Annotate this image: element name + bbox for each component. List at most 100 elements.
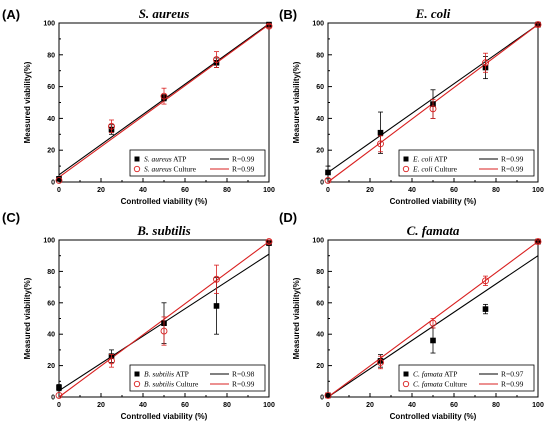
legend: C. famata ATP R=0.97 C. famata Culture R=0.… — [398, 364, 535, 392]
y-tick-label: 40 — [316, 332, 324, 339]
legend-series-name: Culture — [174, 165, 197, 174]
y-tick-label: 20 — [316, 363, 324, 370]
y-tick-label: 80 — [316, 52, 324, 59]
y-axis-label: Measured viability(%) — [23, 277, 32, 359]
legend-entry: B. subtilis ATP — [144, 370, 189, 379]
x-tick-label: 60 — [450, 187, 458, 194]
panel-d: (D) C. famata 0 20 40 60 80 100 0 20 40 60 80 100 Cont… — [279, 210, 544, 421]
x-tick-label: 20 — [366, 402, 374, 409]
x-tick-label: 60 — [181, 402, 189, 409]
x-tick-label: 40 — [139, 402, 147, 409]
y-tick-label: 0 — [51, 395, 55, 402]
y-axis-label: Measured viability(%) — [292, 277, 301, 359]
legend-r-value: R=0.99 — [501, 155, 524, 164]
chart-title: E. coli — [415, 6, 451, 21]
legend-species: E. coli — [412, 165, 433, 174]
y-tick-label: 40 — [47, 332, 55, 339]
legend-entry: C. famata Culture — [413, 380, 468, 389]
data-point-culture — [213, 56, 220, 64]
chart-title: S. aureus — [139, 6, 190, 21]
y-tick-label: 80 — [47, 52, 55, 59]
legend-box — [398, 364, 535, 392]
x-axis-label: Controlled viability (%) — [390, 197, 477, 206]
legend-marker-culture — [133, 165, 141, 173]
panel-label: (D) — [279, 210, 297, 225]
legend-marker-atp — [403, 156, 409, 162]
data-point-culture — [429, 105, 437, 113]
legend-series-name: ATP — [434, 155, 447, 164]
legend-r-value: R=0.99 — [501, 380, 524, 389]
x-tick-label: 80 — [492, 187, 500, 194]
data-point-atp — [430, 337, 436, 344]
legend-marker-atp — [403, 371, 409, 377]
data-point-atp — [482, 306, 489, 312]
x-tick-label: 20 — [97, 402, 105, 409]
panel-b: (B) E. coli 0 20 40 60 80 100 0 20 40 60 80 100 Contro… — [279, 6, 544, 206]
legend-box — [129, 364, 266, 392]
data-point-culture — [160, 92, 168, 100]
data-point-culture — [55, 176, 63, 184]
x-tick-label: 40 — [139, 187, 147, 194]
legend-species: B. subtilis — [144, 370, 174, 379]
data-point-atp — [377, 129, 384, 136]
chart-title: B. subtilis — [136, 223, 190, 238]
x-tick-label: 40 — [408, 402, 416, 409]
data-point-culture — [534, 21, 542, 29]
legend-species: E. coli — [412, 155, 433, 164]
y-axis-label: Measured viability(%) — [292, 61, 301, 143]
legend-marker-culture — [133, 380, 141, 388]
data-point-culture — [482, 59, 489, 67]
data-point-atp — [213, 303, 220, 309]
legend-entry: B. subtilis Culture — [144, 380, 199, 389]
x-tick-label: 60 — [450, 402, 458, 409]
data-point-culture — [265, 22, 273, 30]
panel-label: (C) — [2, 210, 20, 225]
data-point-atp — [56, 384, 62, 391]
data-point-culture — [377, 140, 384, 148]
data-point-culture — [265, 238, 273, 246]
legend-marker-culture — [402, 165, 410, 173]
legend-series-name: ATP — [444, 370, 457, 379]
y-tick-label: 0 — [320, 395, 324, 402]
x-tick-label: 60 — [181, 187, 189, 194]
x-tick-label: 40 — [408, 187, 416, 194]
legend-box — [398, 149, 535, 177]
legend-entry: E. coli ATP — [412, 155, 447, 164]
x-tick-label: 0 — [57, 187, 61, 194]
legend-series-name: Culture — [176, 380, 199, 389]
y-tick-label: 60 — [316, 300, 324, 307]
legend-series-name: Culture — [434, 165, 457, 174]
legend-entry: C. famata ATP — [413, 370, 457, 379]
x-tick-label: 0 — [57, 402, 61, 409]
x-axis-label: Controlled viability (%) — [121, 197, 208, 206]
y-tick-label: 100 — [312, 238, 324, 245]
y-tick-label: 100 — [312, 21, 324, 28]
legend-r-value: R=0.99 — [232, 155, 255, 164]
legend-species: C. famata — [413, 380, 443, 389]
y-tick-label: 20 — [47, 148, 55, 155]
y-tick-label: 80 — [47, 269, 55, 276]
x-tick-label: 0 — [326, 187, 330, 194]
x-tick-label: 80 — [223, 402, 231, 409]
legend-species: S. aureus — [144, 165, 172, 174]
x-tick-label: 100 — [263, 402, 275, 409]
y-tick-label: 60 — [47, 84, 55, 91]
legend-r-value: R=0.97 — [501, 370, 524, 379]
legend-species: B. subtilis — [144, 380, 174, 389]
legend-r-value: R=0.99 — [501, 165, 524, 174]
data-point-atp — [325, 169, 331, 176]
y-tick-label: 100 — [43, 238, 55, 245]
legend: S. aureus ATP R=0.99 S. aureus Culture R=0.… — [129, 149, 266, 177]
legend-series-name: Culture — [444, 380, 467, 389]
y-tick-label: 20 — [47, 363, 55, 370]
x-tick-label: 100 — [263, 187, 275, 194]
y-tick-label: 100 — [43, 21, 55, 28]
legend-entry: S. aureus Culture — [144, 165, 197, 174]
y-tick-label: 40 — [316, 116, 324, 123]
legend-entry: S. aureus ATP — [144, 155, 186, 164]
panel-label: (B) — [279, 7, 297, 22]
y-tick-label: 80 — [316, 269, 324, 276]
data-point-culture — [213, 275, 220, 283]
data-point-culture — [55, 391, 63, 399]
